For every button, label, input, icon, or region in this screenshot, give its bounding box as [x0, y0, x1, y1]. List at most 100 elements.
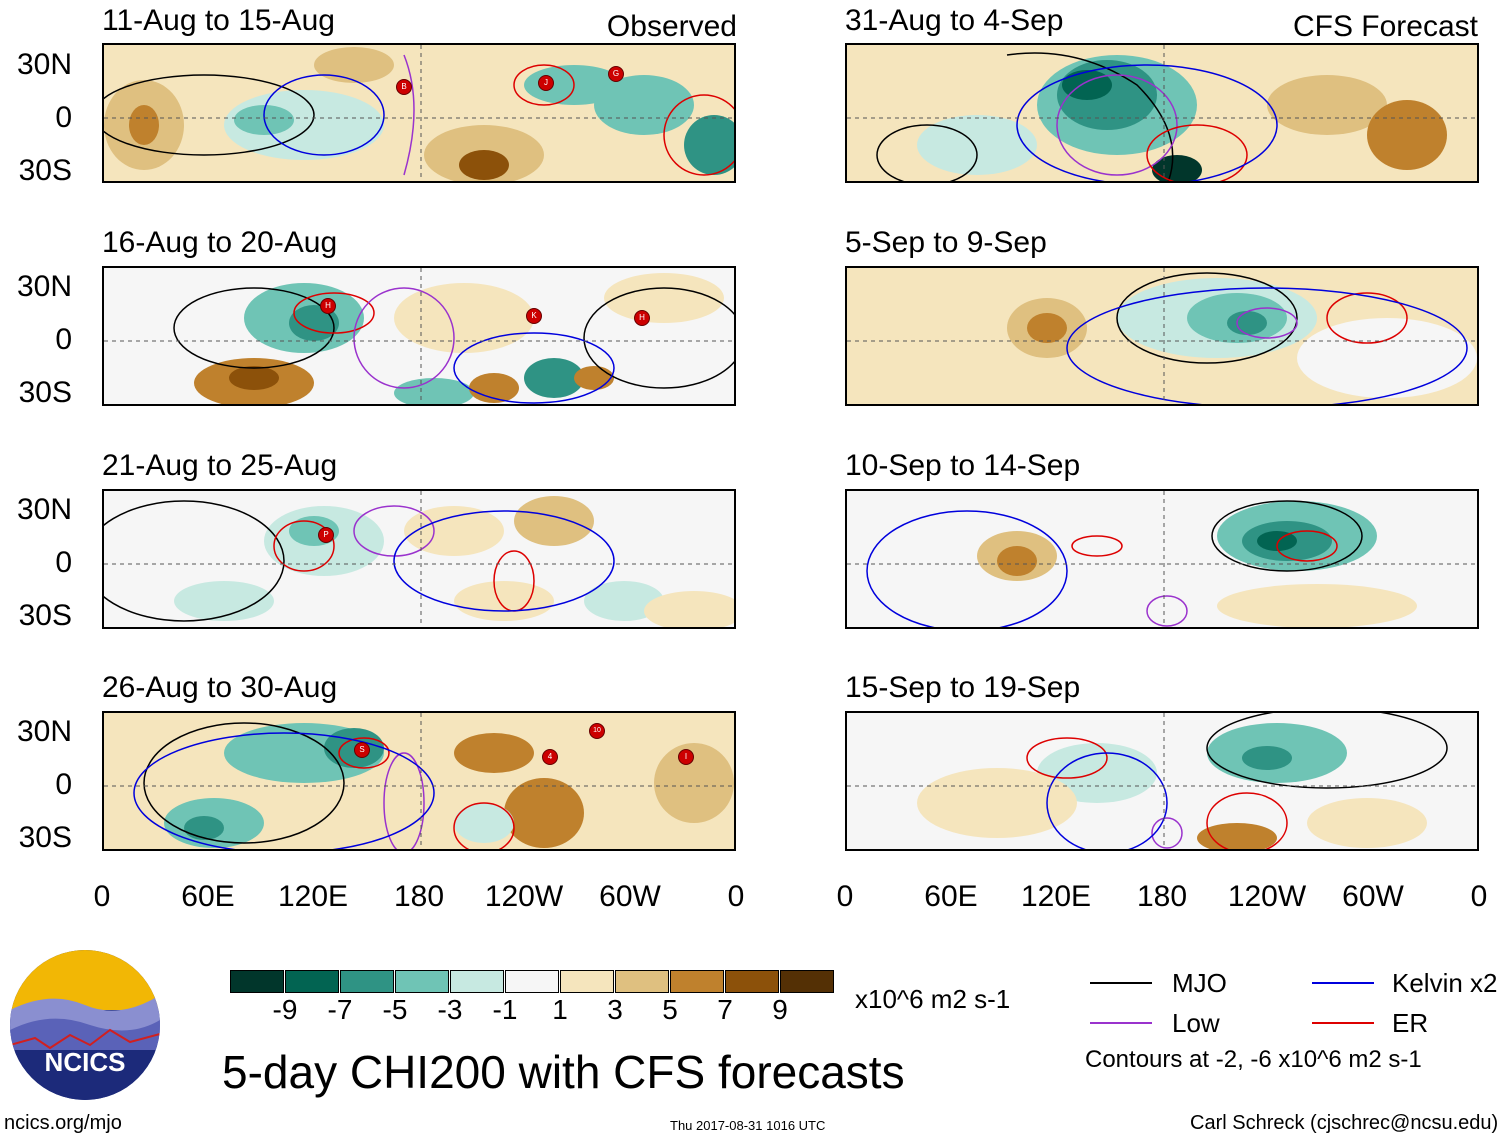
forecast-label: CFS Forecast — [1292, 10, 1478, 43]
storm-label: 4 — [547, 752, 553, 761]
lat-label-30s: 30S — [18, 599, 72, 632]
storm-marker-icon: 4 — [542, 749, 558, 765]
storm-label: 10 — [593, 727, 601, 734]
panel-title-2: 16-Aug to 20-Aug — [102, 226, 338, 259]
lon-label: 0 — [727, 880, 745, 913]
colorbar-tick: 5 — [662, 994, 678, 1025]
storm-label: H — [325, 301, 331, 310]
storm-label: P — [323, 530, 329, 539]
map-panel-observed-3: P — [102, 489, 736, 629]
colorbar-tick: -7 — [327, 994, 353, 1025]
lon-label: 120W — [1227, 880, 1307, 913]
map-panel-observed-2: H K H — [102, 266, 736, 406]
legend-label-low: Low — [1172, 1008, 1220, 1038]
map-panel-forecast-4 — [845, 711, 1479, 851]
colorbar-swatch — [560, 970, 614, 993]
lon-label: 60E — [924, 880, 978, 913]
map-panel-forecast-2 — [845, 266, 1479, 406]
lat-label-30s: 30S — [18, 154, 72, 187]
map-field — [104, 45, 734, 181]
main-title: 5-day CHI200 with CFS forecasts — [222, 1046, 905, 1098]
legend-line-er — [1312, 1022, 1374, 1024]
panel-title-3: 21-Aug to 25-Aug — [102, 449, 338, 482]
footer-timestamp: Thu 2017-08-31 1016 UTC — [670, 1118, 826, 1133]
map-field — [104, 268, 734, 404]
legend-label-kelvin: Kelvin x2 — [1392, 968, 1498, 998]
ncics-logo: NCICS — [10, 950, 160, 1100]
lon-label: 0 — [93, 880, 111, 913]
lat-label-30s: 30S — [18, 376, 72, 409]
storm-label: J — [544, 78, 548, 87]
lon-label: 60W — [599, 880, 661, 913]
lat-label-eq: 0 — [55, 768, 72, 801]
map-field — [847, 713, 1477, 849]
storm-marker-icon: B — [396, 79, 412, 95]
storm-label: G — [612, 69, 620, 78]
colorbar-swatch — [450, 970, 504, 993]
colorbar-tick: 9 — [772, 994, 788, 1025]
storm-marker-icon: J — [538, 75, 554, 91]
map-field — [104, 713, 734, 849]
colorbar-swatch — [780, 970, 834, 993]
colorbar-swatch — [230, 970, 284, 993]
lon-label: 60W — [1342, 880, 1404, 913]
colorbar-tick: -3 — [437, 994, 463, 1025]
map-field — [104, 491, 734, 627]
panel-title-4: 26-Aug to 30-Aug — [102, 671, 338, 704]
contours-note: Contours at -2, -6 x10^6 m2 s-1 — [1085, 1046, 1422, 1073]
colorbar-tick: -5 — [382, 994, 408, 1025]
map-field — [847, 491, 1477, 627]
colorbar-swatch — [725, 970, 779, 993]
colorbar-units: x10^6 m2 s-1 — [855, 984, 1011, 1014]
lon-label: 120W — [484, 880, 564, 913]
lat-label-30n: 30N — [16, 493, 72, 526]
colorbar-tick: -9 — [272, 994, 298, 1025]
storm-marker-icon: I — [678, 749, 694, 765]
storm-marker-icon: S — [354, 742, 370, 758]
map-panel-observed-1: B J G — [102, 43, 736, 183]
panel-title-7: 10-Sep to 14-Sep — [845, 449, 1081, 482]
colorbar-tick: -1 — [492, 994, 518, 1025]
panel-title-5: 31-Aug to 4-Sep — [845, 4, 1064, 37]
panel-title-6: 5-Sep to 9-Sep — [845, 226, 1047, 259]
storm-label: B — [401, 82, 407, 91]
colorbar-swatch — [340, 970, 394, 993]
lat-label-eq: 0 — [55, 546, 72, 579]
lon-label: 0 — [836, 880, 854, 913]
panel-title-1: 11-Aug to 15-Aug — [102, 4, 335, 37]
footer-author: Carl Schreck (cjschrec@ncsu.edu) — [1190, 1112, 1499, 1134]
panel-title-8: 15-Sep to 19-Sep — [845, 671, 1081, 704]
colorbar-tick: 7 — [717, 994, 733, 1025]
lon-label: 180 — [1136, 880, 1188, 913]
logo-text: NCICS — [44, 1047, 126, 1077]
lon-label: 180 — [393, 880, 445, 913]
colorbar-swatch — [285, 970, 339, 993]
colorbar-swatch — [505, 970, 559, 993]
lat-label-30n: 30N — [16, 715, 72, 748]
footer-url[interactable]: ncics.org/mjo — [4, 1112, 122, 1134]
legend-line-mjo — [1090, 982, 1152, 984]
storm-marker-icon: H — [634, 310, 650, 326]
lat-label-eq: 0 — [55, 101, 72, 134]
storm-marker-icon: G — [608, 66, 624, 82]
legend-line-low — [1090, 1022, 1152, 1024]
lon-label: 120E — [277, 880, 349, 913]
map-panel-observed-4: S 4 10 I — [102, 711, 736, 851]
lon-label: 120E — [1020, 880, 1092, 913]
colorbar-swatch — [670, 970, 724, 993]
observed-label: Observed — [606, 10, 737, 43]
lat-label-30n: 30N — [16, 48, 72, 81]
lat-label-eq: 0 — [55, 323, 72, 356]
lat-label-30n: 30N — [16, 270, 72, 303]
lat-label-30s: 30S — [18, 821, 72, 854]
colorbar-swatch — [395, 970, 449, 993]
map-panel-forecast-3 — [845, 489, 1479, 629]
colorbar-tick: 3 — [607, 994, 623, 1025]
lon-label: 60E — [181, 880, 235, 913]
storm-marker-icon: K — [526, 308, 542, 324]
storm-label: H — [639, 313, 645, 322]
storm-label: I — [684, 752, 688, 761]
storm-marker-icon: H — [320, 298, 336, 314]
legend-label-er: ER — [1392, 1008, 1429, 1038]
storm-marker-icon: P — [318, 527, 334, 543]
